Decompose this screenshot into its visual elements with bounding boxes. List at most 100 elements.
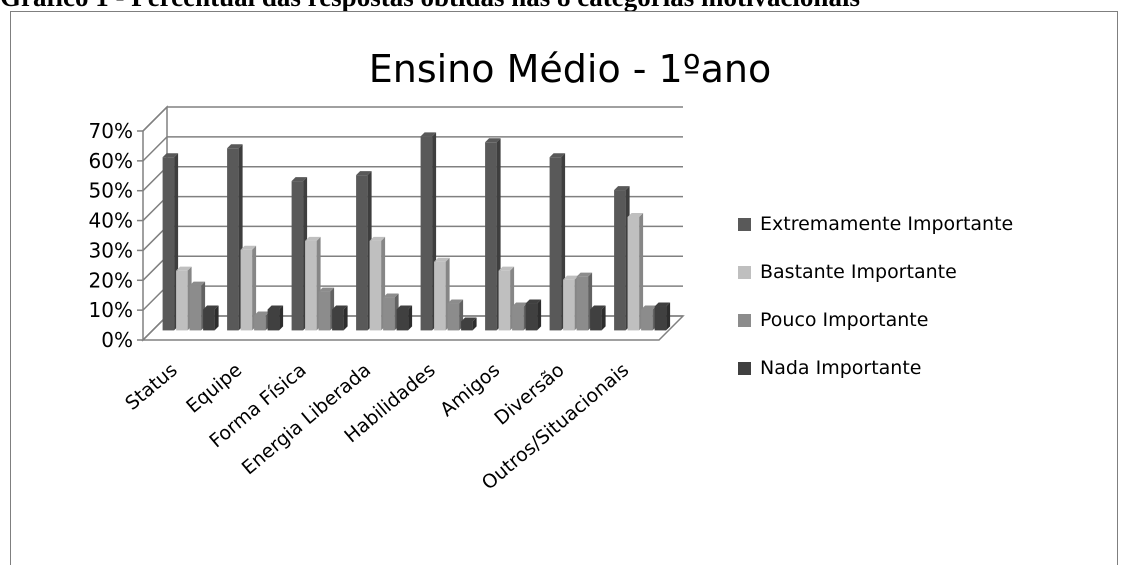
bar-front bbox=[332, 309, 344, 331]
bar-front bbox=[654, 306, 667, 331]
y-axis-ticks: 0% 10% 20% 30% 40% 50% 60% 70% bbox=[89, 119, 133, 352]
bar-top bbox=[383, 293, 399, 298]
bar-front bbox=[420, 136, 433, 331]
bar-front bbox=[434, 261, 446, 331]
y-tick-label: 10% bbox=[89, 298, 133, 322]
legend: Extremamente Importante Bastante Importan… bbox=[738, 213, 1013, 379]
legend-swatch bbox=[738, 266, 751, 279]
bar-top bbox=[291, 177, 308, 182]
gridline bbox=[142, 195, 683, 222]
bar-side bbox=[279, 305, 284, 331]
gridline bbox=[142, 225, 683, 251]
bar bbox=[461, 317, 477, 331]
bar bbox=[356, 171, 372, 331]
legend-label: Extremamente Importante bbox=[760, 213, 1013, 235]
y-tick-label: 60% bbox=[89, 149, 133, 173]
bar-front bbox=[498, 270, 511, 331]
bar-front bbox=[176, 270, 188, 331]
bar-front bbox=[305, 240, 317, 331]
bar bbox=[240, 245, 257, 331]
legend-label: Bastante Importante bbox=[760, 261, 957, 283]
bar-side bbox=[252, 245, 257, 331]
bar-top bbox=[627, 212, 644, 217]
gridline bbox=[142, 255, 683, 281]
gridlines bbox=[137, 106, 683, 341]
bar bbox=[332, 305, 348, 331]
bar-top bbox=[549, 153, 566, 158]
figure-caption: Gráfico 1 - Percentual das respostas obt… bbox=[0, 0, 860, 13]
gridline bbox=[142, 106, 683, 132]
legend-swatch bbox=[738, 362, 751, 375]
bar bbox=[485, 138, 501, 331]
legend-swatch bbox=[738, 314, 751, 327]
x-category-label: Status bbox=[121, 359, 182, 415]
bar-side bbox=[537, 299, 542, 331]
bar-front bbox=[614, 190, 626, 331]
bar bbox=[162, 153, 179, 331]
bar bbox=[498, 266, 515, 331]
bar-front bbox=[318, 291, 331, 331]
bar-front bbox=[189, 285, 202, 331]
bar-front bbox=[291, 181, 304, 331]
bar bbox=[654, 302, 671, 331]
bar-front bbox=[227, 148, 239, 331]
bar bbox=[267, 305, 284, 331]
bar-top bbox=[614, 186, 630, 191]
bar bbox=[420, 132, 437, 331]
bar-top bbox=[512, 302, 528, 307]
bar-front bbox=[254, 315, 266, 331]
bar bbox=[318, 287, 335, 331]
bar-top bbox=[590, 305, 606, 310]
bar-side bbox=[472, 317, 477, 331]
bar-front bbox=[641, 309, 653, 331]
bar bbox=[627, 212, 644, 331]
bar bbox=[383, 293, 399, 331]
bar bbox=[525, 299, 542, 331]
y-tick-label: 20% bbox=[89, 268, 133, 292]
bar-top bbox=[162, 153, 179, 158]
bar-front bbox=[485, 142, 497, 331]
y-tick-label: 30% bbox=[89, 238, 133, 262]
bar-top bbox=[369, 236, 386, 241]
bar bbox=[203, 305, 219, 331]
bar bbox=[227, 144, 243, 331]
bar bbox=[176, 266, 192, 331]
bar bbox=[189, 281, 206, 331]
bar-top bbox=[525, 299, 542, 304]
bar-top bbox=[203, 305, 219, 310]
gridline bbox=[142, 136, 683, 162]
bar-top bbox=[461, 317, 477, 322]
chart-walls bbox=[141, 105, 685, 342]
bar-top bbox=[563, 275, 579, 280]
bar-top bbox=[332, 305, 348, 310]
bar-front bbox=[369, 240, 382, 331]
y-tick-label: 50% bbox=[89, 179, 133, 203]
bar-front bbox=[240, 249, 253, 331]
bar-top bbox=[420, 132, 437, 137]
bar-top bbox=[576, 272, 593, 277]
bar-side bbox=[214, 305, 219, 331]
bar-top bbox=[396, 305, 413, 310]
bar bbox=[254, 311, 270, 331]
bar-front bbox=[383, 297, 395, 331]
bar bbox=[614, 186, 630, 331]
bar-top bbox=[641, 305, 657, 310]
bar-top bbox=[240, 245, 257, 250]
bar bbox=[305, 236, 321, 331]
bar-front bbox=[461, 321, 473, 331]
bar-top bbox=[654, 302, 671, 307]
bar bbox=[512, 302, 528, 331]
bar-top bbox=[318, 287, 335, 292]
bar bbox=[434, 257, 450, 331]
bar bbox=[369, 236, 386, 331]
bar-top bbox=[189, 281, 206, 286]
bar-front bbox=[267, 309, 280, 331]
bar bbox=[291, 177, 308, 331]
bar-front bbox=[549, 157, 562, 331]
bar-front bbox=[512, 306, 524, 331]
bar-top bbox=[498, 266, 515, 271]
bar-top bbox=[254, 311, 270, 316]
bar-front bbox=[203, 309, 215, 331]
